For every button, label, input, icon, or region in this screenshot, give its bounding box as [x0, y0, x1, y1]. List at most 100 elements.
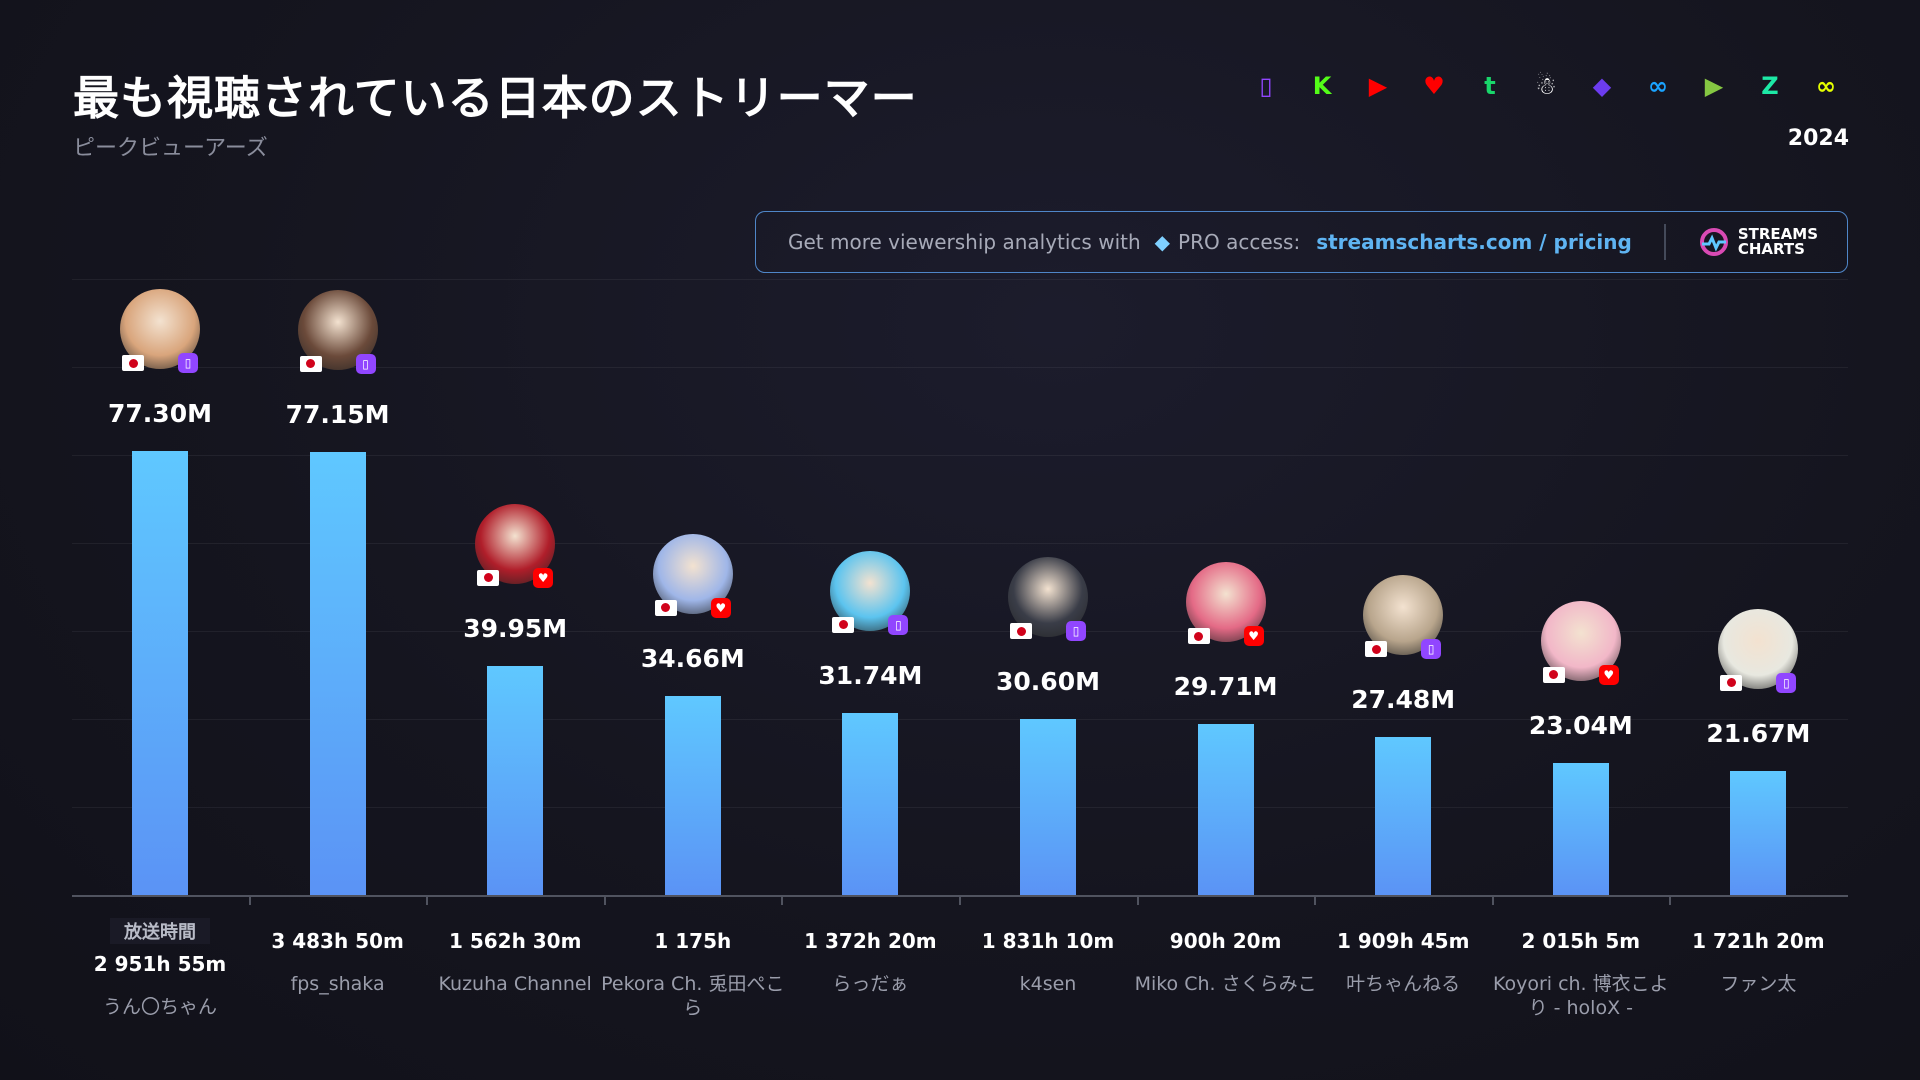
twitch-icon: ▯ — [355, 353, 376, 374]
streams-charts-logo: STREAMS CHARTS — [1698, 226, 1818, 258]
avatar: ♥ — [1185, 562, 1266, 647]
bar[interactable] — [842, 712, 899, 895]
avatar: ▯ — [1363, 575, 1444, 660]
value-label: 77.30M — [108, 399, 212, 428]
value-label: 34.66M — [640, 643, 745, 673]
x-tick — [1669, 895, 1672, 905]
japan-flag-icon — [654, 599, 677, 616]
streamer-name[interactable]: Koyori ch. 博衣こより - holoX - — [1492, 973, 1669, 1019]
gridline — [72, 279, 1848, 280]
x-tick — [603, 895, 606, 905]
streamer-name[interactable]: Miko Ch. さくらみこ — [1134, 973, 1317, 995]
gridline — [72, 543, 1848, 544]
gridline — [72, 455, 1848, 456]
streamer-name[interactable]: Kuzuha Channel — [438, 973, 592, 995]
avatar: ♥ — [1540, 600, 1621, 685]
youtube-icon: ♥ — [1598, 664, 1619, 685]
bar[interactable] — [1197, 724, 1254, 895]
hours-value: 1 372h 20m — [804, 929, 937, 953]
x-tick — [1491, 895, 1494, 905]
hours-value: 900h 20m — [1169, 929, 1282, 953]
gridline — [72, 807, 1848, 808]
value-label: 29.71M — [1173, 672, 1278, 702]
streamer-name[interactable]: Pekora Ch. 兎田ぺこら — [601, 973, 785, 1019]
value-label: 77.15M — [285, 399, 390, 429]
hours-value: 1 721h 20m — [1692, 929, 1825, 953]
streamer-name[interactable]: らっだぁ — [832, 973, 909, 995]
streamer-name[interactable]: fps_shaka — [290, 973, 385, 995]
bar[interactable] — [487, 665, 544, 895]
value-label: 27.48M — [1351, 685, 1456, 715]
banner-pro: PRO access: — [1178, 230, 1301, 254]
bar[interactable] — [664, 695, 721, 895]
twitch-icon: ▯ — [1421, 639, 1442, 660]
trovo-icon: t — [1484, 72, 1496, 100]
bar[interactable] — [1730, 770, 1787, 895]
twitch-icon: ▯ — [178, 353, 198, 373]
zap-icon: Z — [1761, 72, 1779, 100]
bar[interactable] — [132, 451, 188, 895]
pricing-link[interactable]: streamscharts.com / pricing — [1316, 230, 1632, 254]
japan-flag-icon — [1365, 641, 1388, 658]
bar[interactable] — [1020, 719, 1076, 895]
youtube-icon: ♥ — [710, 597, 731, 618]
bar[interactable] — [1552, 762, 1609, 895]
hours-value: 1 909h 45m — [1336, 929, 1470, 953]
japan-flag-icon — [1010, 623, 1032, 640]
value-label: 39.95M — [463, 613, 568, 643]
streamer-name[interactable]: k4sen — [1019, 973, 1077, 995]
x-tick — [1314, 895, 1317, 905]
page-subtitle: ピークビューアーズ — [73, 136, 268, 161]
x-tick — [781, 895, 784, 905]
hours-value: 1 831h 10m — [981, 929, 1115, 953]
youtube-icon: ▶ — [1368, 72, 1388, 100]
hours-value: 1 175h — [654, 929, 732, 953]
page-title: 最も視聴されている日本のストリーマー — [73, 71, 918, 125]
japan-flag-icon — [299, 355, 322, 372]
kick-icon: K — [1312, 72, 1332, 100]
x-tick — [426, 895, 429, 905]
logo-line2: CHARTS — [1737, 240, 1805, 258]
infinity-yellow-icon: ∞ — [1816, 72, 1836, 100]
avatar: ▯ — [120, 289, 200, 373]
gridline — [72, 367, 1848, 368]
bar[interactable] — [1375, 737, 1432, 895]
x-tick — [1136, 895, 1139, 905]
gridline — [72, 719, 1848, 720]
value-label: 23.04M — [1528, 710, 1633, 740]
nimo-icon: ◆ — [1592, 72, 1612, 100]
bigo-icon: ☃ — [1535, 72, 1557, 100]
twitch-icon: ▯ — [1776, 672, 1797, 693]
hours-label: 放送時間 — [110, 918, 210, 944]
japan-flag-icon — [1542, 666, 1565, 683]
avatar: ▯ — [1718, 608, 1799, 693]
hours-value: 1 562h 30m — [448, 929, 582, 953]
pro-banner[interactable]: Get more viewership analytics with ◆ PRO… — [755, 211, 1848, 273]
japan-flag-icon — [1720, 674, 1743, 691]
year-label: 2024 — [1787, 126, 1849, 151]
japan-flag-icon — [122, 355, 144, 371]
avatar: ▯ — [297, 289, 378, 374]
japan-flag-icon — [477, 569, 500, 586]
streamer-name[interactable]: 叶ちゃんねる — [1346, 973, 1461, 995]
bar[interactable] — [309, 451, 366, 895]
avatar: ▯ — [1008, 557, 1088, 642]
youtube-icon: ♥ — [533, 567, 554, 588]
streamer-name[interactable]: うん〇ちゃん — [102, 996, 217, 1018]
x-tick — [248, 895, 251, 905]
avatar: ♥ — [652, 533, 733, 618]
value-label: 31.74M — [818, 660, 923, 690]
platform-icons: ▯ K ▶ ♥ t ☃ ◆ ∞ ▶ Z ∞ — [1248, 68, 1844, 104]
youtube-shorts-icon: ♥ — [1423, 72, 1445, 100]
twitch-icon: ▯ — [1259, 72, 1273, 100]
avatar: ♥ — [475, 503, 556, 588]
streams-charts-logo-icon — [1699, 228, 1728, 256]
gridline — [72, 631, 1848, 632]
value-label: 30.60M — [996, 667, 1100, 697]
japan-flag-icon — [1187, 628, 1210, 645]
hours-value: 2 015h 5m — [1521, 929, 1641, 953]
x-tick — [959, 895, 961, 905]
streamer-name[interactable]: ファン太 — [1720, 973, 1797, 995]
japan-flag-icon — [832, 616, 855, 633]
